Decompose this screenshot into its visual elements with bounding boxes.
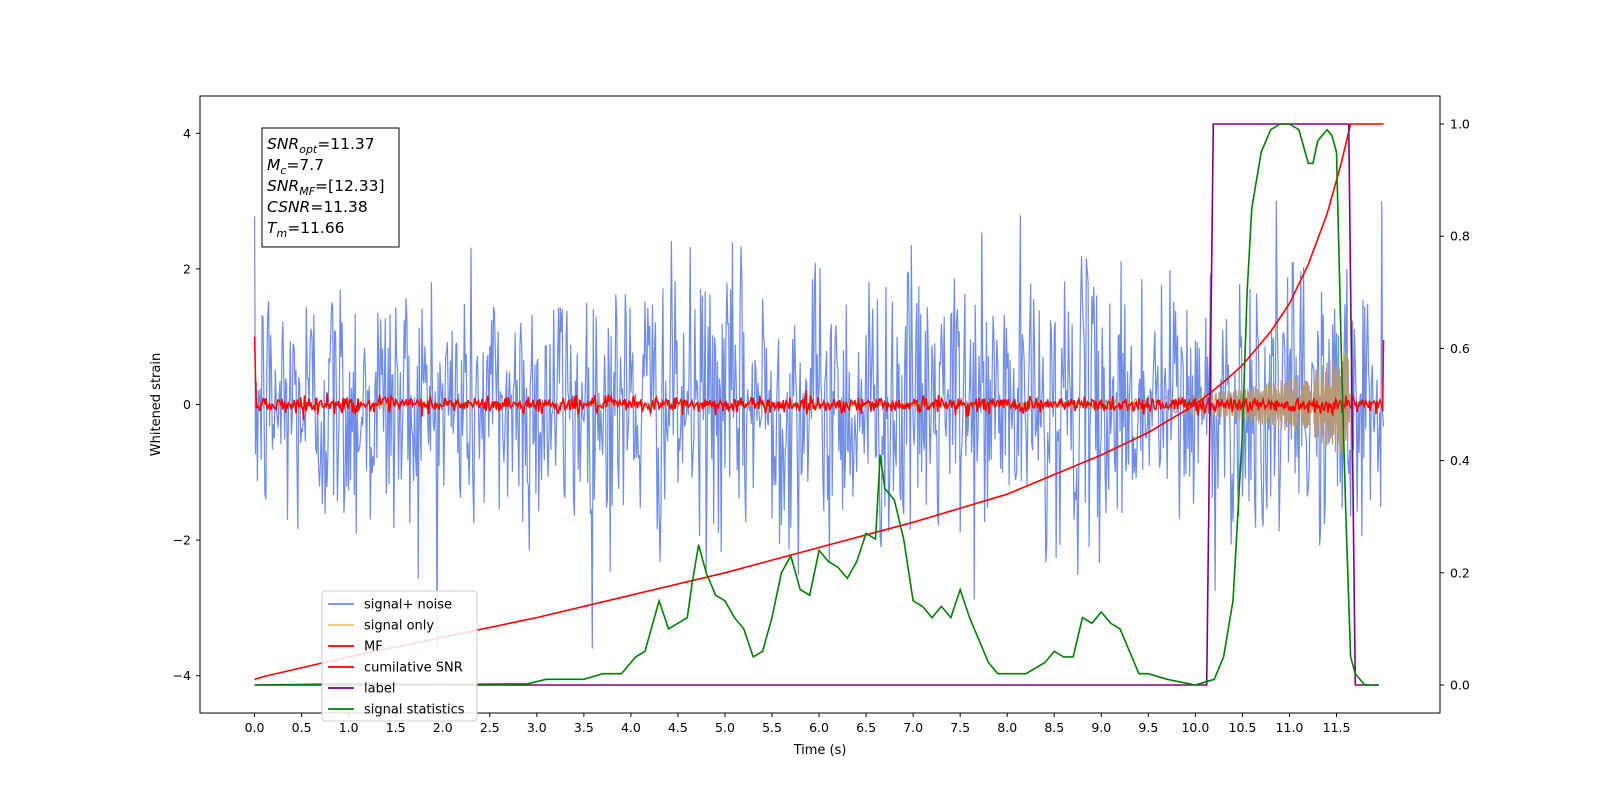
x-tick-label: 3.0: [527, 720, 547, 735]
y-tick-label-left: 4: [183, 126, 191, 141]
y-tick-label-left: −4: [173, 668, 191, 683]
legend-label: cumilative SNR: [364, 661, 463, 676]
annotation-frame: [261, 127, 400, 248]
x-tick-label: 6.5: [856, 720, 876, 735]
x-tick-label: 3.5: [574, 720, 594, 735]
x-tick-label: 10.5: [1229, 720, 1257, 735]
x-tick-label: 9.5: [1138, 720, 1158, 735]
x-tick-label: 9.0: [1091, 720, 1111, 735]
axis-ticks: 0.0 0.5 1.0 1.5 2.0 2.5 3.0 3.5 4.0 4.5 5.0 5.5 6.0 6…: [173, 117, 1470, 735]
y-tick-label-right: 0.0: [1450, 677, 1470, 692]
x-tick-label: 5.0: [715, 720, 735, 735]
x-tick-label: 11.0: [1276, 720, 1304, 735]
y-tick-label-left: 2: [183, 261, 191, 276]
y-tick-label-left: −2: [173, 533, 191, 548]
x-tick-label: 1.0: [339, 720, 359, 735]
annotation-line: Mc=7.7: [267, 156, 324, 177]
plot-area: [253, 123, 1385, 686]
annotation-line: CSNR=11.38: [267, 198, 368, 216]
y-tick-label-right: 1.0: [1450, 117, 1470, 132]
x-tick-label: 8.5: [1044, 720, 1064, 735]
y-axis-label: Whitened strain: [149, 353, 164, 456]
x-tick-label: 2.0: [433, 720, 453, 735]
x-tick-label: 6.0: [809, 720, 829, 735]
legend-label: signal+ noise: [364, 598, 452, 613]
y-tick-label-right: 0.8: [1450, 229, 1470, 244]
x-tick-label: 7.5: [950, 720, 970, 735]
x-tick-label: 8.0: [997, 720, 1017, 735]
x-tick-label: 1.5: [386, 720, 406, 735]
x-tick-label: 4.0: [621, 720, 641, 735]
x-tick-label: 2.5: [480, 720, 500, 735]
x-tick-label: 5.5: [762, 720, 782, 735]
y-tick-label-left: 0: [183, 397, 191, 412]
series-cumilative-snr: [254, 123, 1384, 681]
x-tick-label: 10.0: [1181, 720, 1209, 735]
annotation-line: Tm=11.66: [267, 219, 345, 240]
annotation-line: SNRMF=[12.33]: [267, 177, 385, 198]
x-tick-label: 11.5: [1323, 720, 1351, 735]
annotation-line: SNRopt=11.37: [267, 135, 375, 156]
legend-label: label: [364, 682, 395, 697]
legend: signal+ noise signal only MF cumilative SNR…: [321, 590, 478, 722]
legend-label: MF: [364, 640, 383, 655]
legend-label: signal only: [364, 619, 434, 634]
y-tick-label-right: 0.4: [1450, 453, 1470, 468]
series-signal-statistics: [254, 123, 1379, 686]
annotation-box: SNRopt=11.37Mc=7.7SNRMF=[12.33]CSNR=11.3…: [261, 127, 400, 248]
legend-frame: [321, 590, 478, 722]
x-tick-label: 0.5: [292, 720, 312, 735]
x-tick-label: 0.0: [245, 720, 265, 735]
series-mf: [253, 336, 1385, 421]
y-tick-label-right: 0.2: [1450, 565, 1470, 580]
y-tick-label-right: 0.6: [1450, 341, 1470, 356]
x-tick-label: 4.5: [668, 720, 688, 735]
x-axis-label: Time (s): [793, 743, 847, 758]
x-tick-label: 7.0: [903, 720, 923, 735]
legend-label: signal statistics: [364, 703, 465, 718]
series-signal-plus-noise: [254, 200, 1385, 649]
